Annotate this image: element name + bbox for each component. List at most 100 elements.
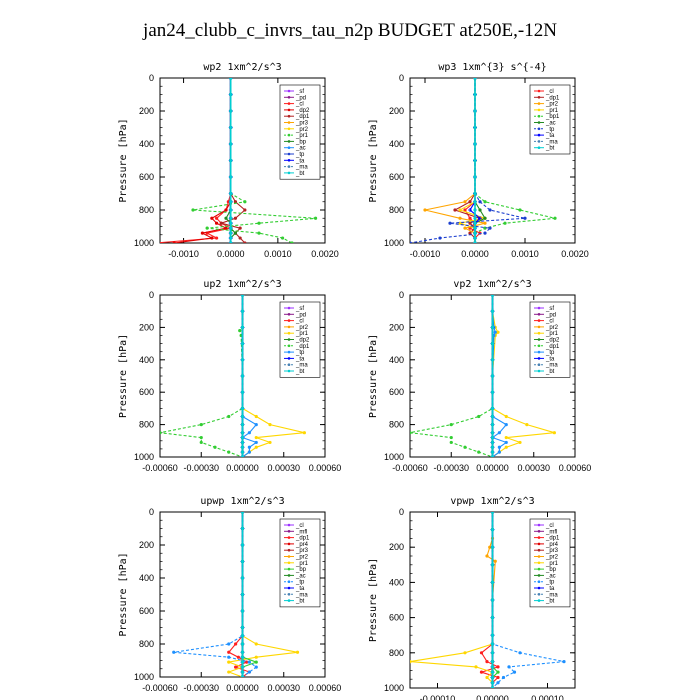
panel-title: wp3 1xm^{3} s^{-4}	[438, 62, 546, 73]
data-point	[229, 200, 233, 204]
y-tick-label: 200	[389, 542, 404, 552]
legend-marker	[537, 586, 541, 590]
data-point	[238, 226, 242, 230]
data-point	[423, 208, 427, 212]
x-tick-label: -0.00010	[420, 694, 456, 700]
data-point	[490, 686, 495, 688]
data-point	[254, 445, 258, 449]
data-point	[490, 545, 495, 549]
legend-label: _bp	[295, 567, 307, 573]
y-tick-label: 1000	[384, 238, 404, 248]
data-point	[240, 390, 245, 394]
data-point	[504, 445, 508, 449]
legend-label: _cl	[295, 319, 304, 325]
data-point	[552, 431, 556, 435]
data-point	[240, 374, 245, 378]
data-point	[247, 670, 251, 674]
y-tick-label: 800	[139, 420, 154, 430]
legend-label: _pr3	[295, 548, 309, 554]
data-point	[240, 675, 245, 677]
y-tick-label: 1000	[384, 452, 404, 462]
legend-marker	[287, 561, 291, 565]
series-line-dp2	[174, 78, 232, 243]
data-point	[504, 440, 508, 445]
data-point	[224, 226, 228, 230]
x-tick-label: -0.00060	[392, 463, 428, 473]
y-tick-label: 0	[399, 290, 404, 300]
data-point	[229, 125, 233, 130]
data-point	[240, 665, 245, 669]
legend-label: _cl	[545, 523, 554, 529]
panel-0: wp2 1xm^2/s^3 Pressure [hPa] 0 200 400 600 800…	[118, 62, 339, 259]
series-line-cl	[464, 78, 481, 243]
data-point	[504, 435, 508, 440]
legend-marker	[537, 555, 541, 558]
legend-label: _pr2	[295, 127, 309, 133]
data-point	[254, 665, 258, 669]
data-point	[229, 142, 233, 146]
y-axis-label: Pressure [hPa]	[118, 334, 129, 418]
legend-marker	[287, 542, 291, 546]
data-point	[240, 634, 245, 638]
data-point	[490, 563, 495, 567]
series-group	[410, 295, 556, 457]
x-tick-label: 0.0000	[217, 249, 245, 259]
series-group	[410, 512, 566, 688]
data-point	[240, 660, 245, 664]
data-point	[438, 236, 442, 240]
series-group	[160, 295, 306, 457]
data-point	[229, 231, 233, 235]
data-point	[490, 445, 495, 449]
data-point	[490, 440, 495, 445]
legend-marker	[287, 140, 291, 143]
data-point	[199, 423, 203, 427]
data-point	[227, 655, 231, 659]
data-point	[488, 208, 492, 212]
legend-marker	[537, 593, 541, 596]
data-point	[483, 231, 487, 235]
series-group	[172, 512, 300, 677]
data-point	[490, 616, 495, 620]
series-line-dp1	[479, 512, 500, 688]
data-point	[290, 241, 294, 243]
legend-label: _pr2	[295, 325, 309, 331]
y-tick-label: 800	[139, 639, 154, 649]
x-tick-label: 0.00060	[559, 463, 592, 473]
data-point	[227, 650, 231, 654]
data-point	[490, 406, 495, 410]
data-point	[468, 200, 472, 204]
legend-label: _bt	[295, 369, 305, 375]
data-point	[468, 231, 472, 235]
data-point	[229, 236, 233, 240]
data-point	[449, 440, 453, 445]
data-point	[240, 440, 245, 445]
legend-label: _pr3	[545, 548, 559, 554]
y-tick-label: 0	[399, 73, 404, 83]
data-point	[205, 226, 209, 230]
data-point	[477, 414, 481, 419]
legend-label: _ma	[295, 363, 308, 369]
legend: _sf_pd_cl_dp2_dp1_pr3_pr2_pr1_bp_ac_tp_t…	[279, 84, 321, 180]
data-point	[210, 216, 214, 220]
data-point	[490, 435, 495, 440]
data-point	[233, 231, 238, 235]
data-point	[478, 200, 482, 204]
legend-label: _tp	[295, 350, 305, 356]
legend-label: _pd	[545, 312, 556, 318]
y-tick-label: 1000	[134, 452, 154, 462]
data-point	[518, 208, 522, 212]
data-point	[448, 221, 452, 225]
data-point	[240, 309, 245, 313]
series-line-pr1	[491, 295, 555, 457]
legend: _cl_mfl_dp1_pr4_pr3_pr2_pr1_bp_ac_tp_ta_…	[279, 518, 321, 608]
legend-label: _ta	[295, 586, 305, 592]
legend-label: _pr2	[545, 555, 559, 561]
legend-marker	[287, 580, 291, 583]
data-point	[224, 208, 228, 212]
data-point	[490, 325, 495, 329]
data-point	[490, 342, 495, 346]
panel-title: upwp 1xm^2/s^3	[200, 496, 284, 507]
y-tick-label: 200	[139, 106, 154, 116]
data-point	[229, 78, 233, 80]
